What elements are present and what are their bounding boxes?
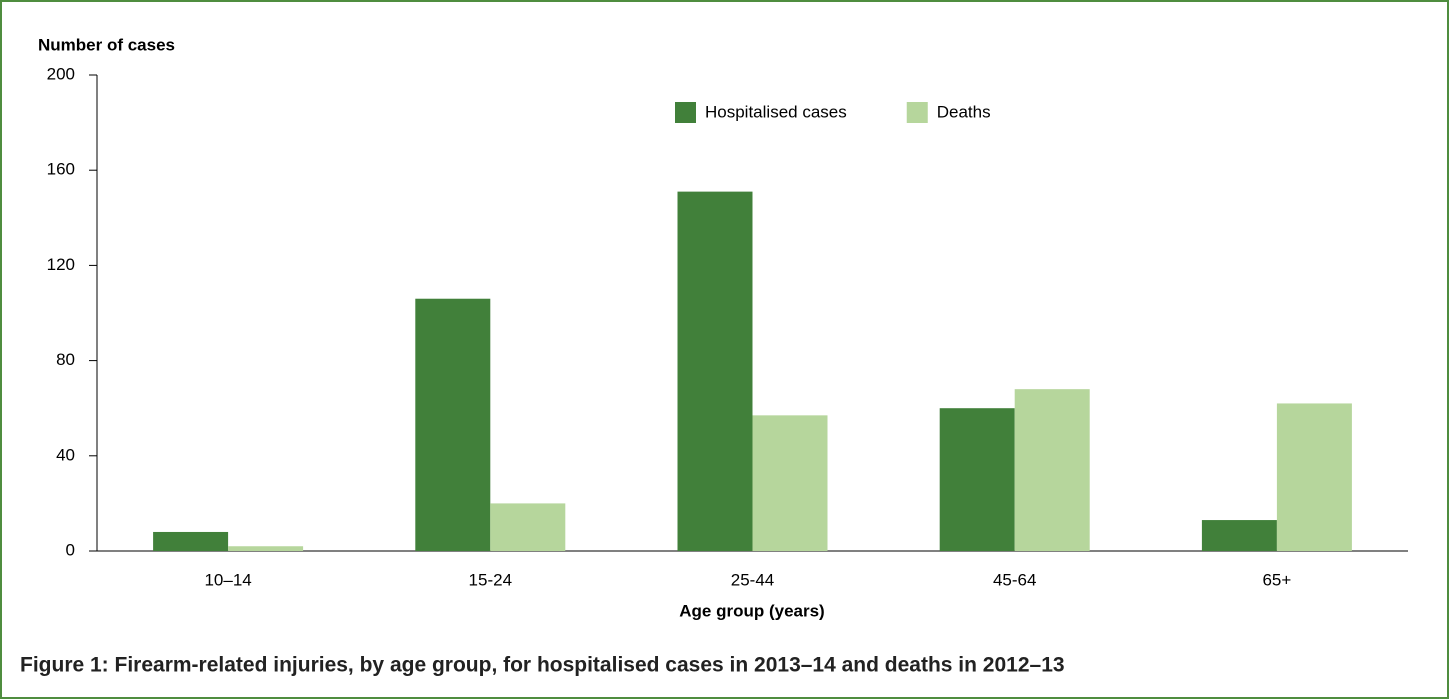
x-tick-label: 25-44	[731, 570, 774, 589]
x-axis-title: Age group (years)	[679, 601, 824, 620]
bar	[490, 503, 566, 551]
y-tick-label: 80	[56, 350, 75, 369]
bar	[1276, 403, 1352, 551]
y-axis-title: Number of cases	[38, 35, 175, 54]
bar	[1201, 520, 1277, 551]
bar	[153, 531, 229, 551]
bar	[228, 546, 304, 551]
y-tick-label: 120	[47, 255, 75, 274]
bar	[415, 298, 491, 551]
bar	[1014, 389, 1090, 551]
x-tick-label: 45-64	[993, 570, 1036, 589]
y-tick-label: 40	[56, 445, 75, 464]
legend-swatch	[675, 102, 696, 123]
legend-label: Deaths	[937, 102, 991, 121]
x-tick-label: 10–14	[204, 570, 251, 589]
x-tick-label: 15-24	[469, 570, 512, 589]
y-tick-label: 0	[66, 540, 75, 559]
x-tick-label: 65+	[1262, 570, 1291, 589]
y-tick-label: 200	[47, 64, 75, 83]
caption: Figure 1: Firearm-related injuries, by a…	[20, 654, 1065, 677]
y-tick-label: 160	[47, 160, 75, 179]
bar	[939, 408, 1015, 551]
legend-label: Hospitalised cases	[705, 102, 847, 121]
legend-swatch	[906, 102, 928, 123]
bar	[752, 415, 828, 551]
bar	[677, 191, 753, 551]
